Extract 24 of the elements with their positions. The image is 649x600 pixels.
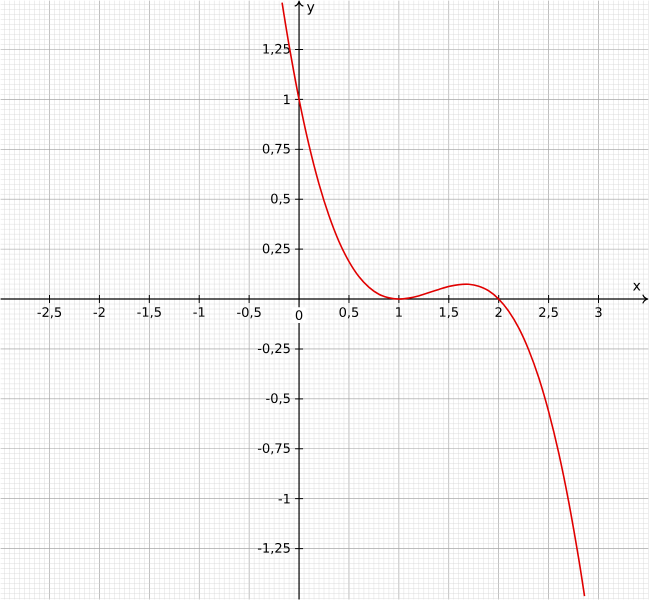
x-tick-label: -0,5 bbox=[237, 307, 261, 318]
x-tick-label: -2,5 bbox=[37, 307, 62, 318]
y-tick-label: -0,5 bbox=[266, 393, 290, 404]
y-tick-label: 0,5 bbox=[271, 194, 290, 205]
x-tick-label: 2 bbox=[496, 307, 502, 317]
y-tick-label: 1,25 bbox=[263, 44, 290, 56]
x-tick-label: 2,5 bbox=[539, 307, 558, 318]
y-tick-label: -0,75 bbox=[258, 443, 290, 454]
x-tick-label: -2 bbox=[94, 307, 105, 317]
y-tick-label: 1 bbox=[284, 94, 290, 104]
x-tick-label: 0 bbox=[296, 310, 302, 320]
y-tick-label: -1 bbox=[278, 494, 290, 504]
x-tick-label: 1 bbox=[396, 307, 402, 317]
x-tick-label: -1 bbox=[193, 307, 205, 317]
y-tick-label: 0,75 bbox=[262, 144, 290, 155]
x-tick-label: 1,5 bbox=[440, 307, 458, 318]
y-tick-label: -1,25 bbox=[258, 542, 290, 554]
y-tick-label: -0,25 bbox=[258, 343, 290, 354]
x-axis-title: x bbox=[633, 282, 640, 290]
y-tick-label: 0,25 bbox=[262, 244, 290, 255]
x-tick-label: 3 bbox=[595, 307, 602, 318]
x-tick-label: 0,5 bbox=[340, 307, 358, 318]
y-axis-title: y bbox=[306, 4, 314, 15]
x-tick-label: -1,5 bbox=[137, 307, 161, 318]
